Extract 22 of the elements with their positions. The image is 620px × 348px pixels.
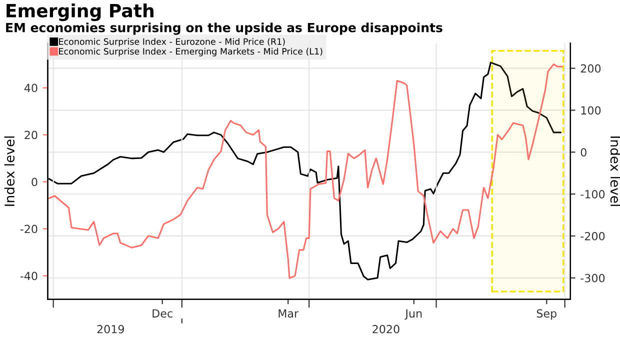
x-tick-label: Mar	[278, 309, 299, 318]
y2-tick-label: -100	[580, 190, 605, 198]
y2-tick-label: 100	[581, 106, 601, 115]
x2-tick-label: 2020	[372, 324, 400, 334]
legend-label: Economic Surprise Index - Emerging Markets - Mid Price (L1)	[59, 48, 322, 56]
y-tick-label: 40	[24, 84, 38, 92]
y2-tick-label: -200	[580, 232, 605, 240]
y-tick-label: -20	[20, 224, 38, 234]
y2-tick-label: -300	[580, 274, 605, 282]
chart-title: Emerging Path	[6, 3, 154, 22]
x-tick-label: Jun	[404, 309, 422, 320]
y-tick-label: 0	[32, 178, 38, 186]
chart-subtitle: EM economies surprising on the upside as Europe disappoints	[6, 22, 442, 35]
x2-tick-label: 2019	[97, 324, 124, 334]
y-tick-label: -40	[20, 272, 38, 280]
y2-tick-label: 0	[580, 148, 586, 157]
legend-label: Economic Surprise Index - Eurozone - Mid Price (R1)	[59, 38, 285, 47]
y-tick-label: 20	[24, 130, 38, 140]
y-axis-title: Index level	[4, 136, 15, 206]
x-tick-label: Dec	[152, 309, 172, 318]
y2-tick-label: 200	[580, 64, 601, 73]
x-tick-label: Sep	[536, 309, 557, 320]
